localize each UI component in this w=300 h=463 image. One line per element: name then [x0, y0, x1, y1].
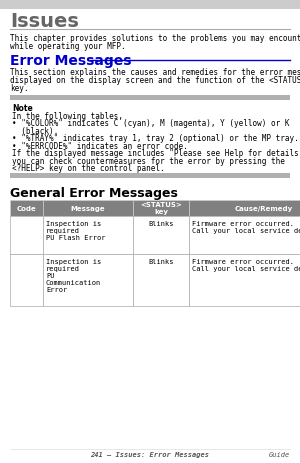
Text: 241 – Issues: Error Messages: 241 – Issues: Error Messages: [91, 451, 209, 457]
Text: Code: Code: [16, 206, 36, 212]
Text: <?HELP> key on the control panel.: <?HELP> key on the control panel.: [12, 164, 165, 173]
Text: • "%COLOR%" indicates C (cyan), M (magenta), Y (yellow) or K: • "%COLOR%" indicates C (cyan), M (magen…: [12, 119, 290, 128]
Bar: [10, 255, 43, 307]
Text: If the displayed message includes "Please see Help for details",: If the displayed message includes "Pleas…: [12, 149, 300, 158]
Text: • "%TRAY%" indicates tray 1, tray 2 (optional) or the MP tray.: • "%TRAY%" indicates tray 1, tray 2 (opt…: [12, 134, 299, 143]
Text: Firmware error occurred.
Call your local service dealer.: Firmware error occurred. Call your local…: [192, 220, 300, 233]
Text: This chapter provides solutions to the problems you may encounter: This chapter provides solutions to the p…: [10, 34, 300, 43]
Bar: [133, 217, 189, 255]
Text: Cause/Remedy: Cause/Remedy: [235, 206, 293, 212]
Bar: [189, 255, 300, 307]
Text: Guide: Guide: [269, 451, 290, 457]
Text: key.: key.: [10, 84, 28, 93]
Bar: [189, 217, 300, 255]
Text: • "%ERRCODE%" indicates an error code.: • "%ERRCODE%" indicates an error code.: [12, 142, 188, 150]
Text: displayed on the display screen and the function of the <STATUS>: displayed on the display screen and the …: [10, 76, 300, 85]
Bar: [10, 200, 43, 217]
Text: Firmware error occurred.
Call your local service dealer.: Firmware error occurred. Call your local…: [192, 258, 300, 271]
Text: Blinks: Blinks: [148, 258, 174, 264]
Bar: [0, 0, 300, 10]
Text: Blinks: Blinks: [148, 220, 174, 226]
Text: This section explains the causes and remedies for the error messages: This section explains the causes and rem…: [10, 68, 300, 77]
Text: Issues: Issues: [10, 12, 79, 31]
Text: Note: Note: [12, 104, 33, 113]
Bar: [43, 200, 133, 217]
Bar: [133, 200, 189, 217]
Bar: [10, 174, 290, 179]
Bar: [43, 255, 133, 307]
Text: while operating your MFP.: while operating your MFP.: [10, 42, 126, 51]
Bar: [10, 217, 43, 255]
Text: In the following tables,: In the following tables,: [12, 112, 123, 121]
Text: Inspection is
required
PU
Communication
Error: Inspection is required PU Communication …: [46, 258, 101, 292]
Text: <STATUS>
key: <STATUS> key: [140, 202, 182, 215]
Text: General Error Messages: General Error Messages: [10, 187, 178, 200]
Bar: [133, 255, 189, 307]
Bar: [189, 200, 300, 217]
Bar: [10, 96, 290, 101]
Text: Message: Message: [71, 206, 105, 212]
Text: (black).: (black).: [12, 127, 58, 136]
Text: you can check countermeasures for the error by pressing the: you can check countermeasures for the er…: [12, 156, 285, 166]
Text: Error Messages: Error Messages: [10, 54, 131, 68]
Text: Inspection is
required
PU Flash Error: Inspection is required PU Flash Error: [46, 220, 106, 240]
Bar: [43, 217, 133, 255]
